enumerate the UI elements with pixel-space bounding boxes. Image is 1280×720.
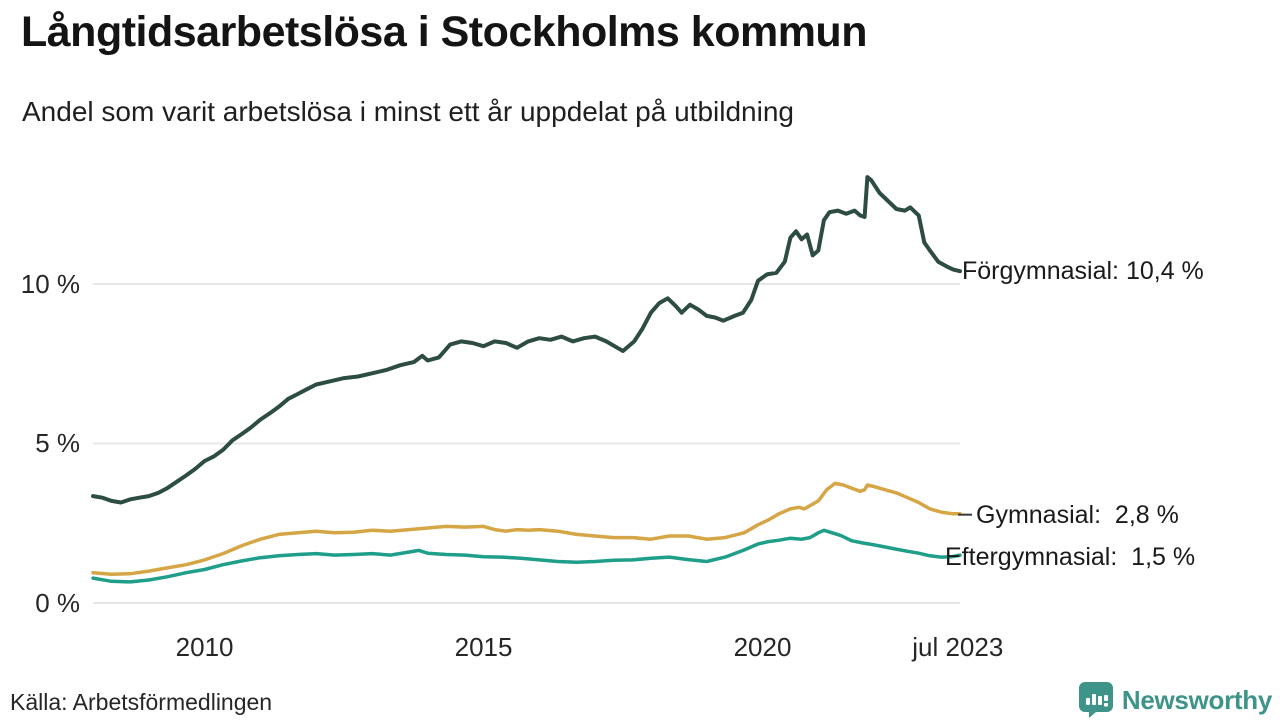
x-axis-tick-label: jul 2023 — [912, 632, 1004, 662]
line-forgymnasial — [91, 175, 962, 505]
line-eftergymnasial — [91, 528, 962, 584]
y-axis-tick-label: 5 % — [35, 428, 80, 459]
source-note: Källa: Arbetsförmedlingen — [10, 689, 273, 715]
series-label-forgymnasial: Förgymnasial: 10,4 % — [962, 257, 1204, 286]
y-axis-tick-label: 10 % — [20, 268, 80, 299]
x-axis-tick-label: 2010 — [175, 632, 234, 662]
newsworthy-logo-text: Newsworthy — [1121, 684, 1272, 715]
y-axis-tick-label: 0 % — [35, 588, 80, 618]
x-axis-tick-label: 2020 — [733, 632, 792, 662]
newsworthy-logo[interactable]: Newsworthy — [1078, 682, 1272, 718]
x-axis-tick-label: 2015 — [454, 632, 513, 662]
chart-subtitle: Andel som varit arbetslösa i minst ett å… — [22, 96, 794, 127]
line-gymnasial — [91, 481, 962, 577]
series-label-gymnasial: Gymnasial: 2,8 % — [976, 500, 1179, 529]
chart-title: Långtidsarbetslösa i Stockholms kommun — [21, 8, 867, 56]
series-label-eftergymnasial: Eftergymnasial: 1,5 % — [945, 543, 1196, 572]
newsworthy-logo-icon — [1078, 682, 1113, 718]
